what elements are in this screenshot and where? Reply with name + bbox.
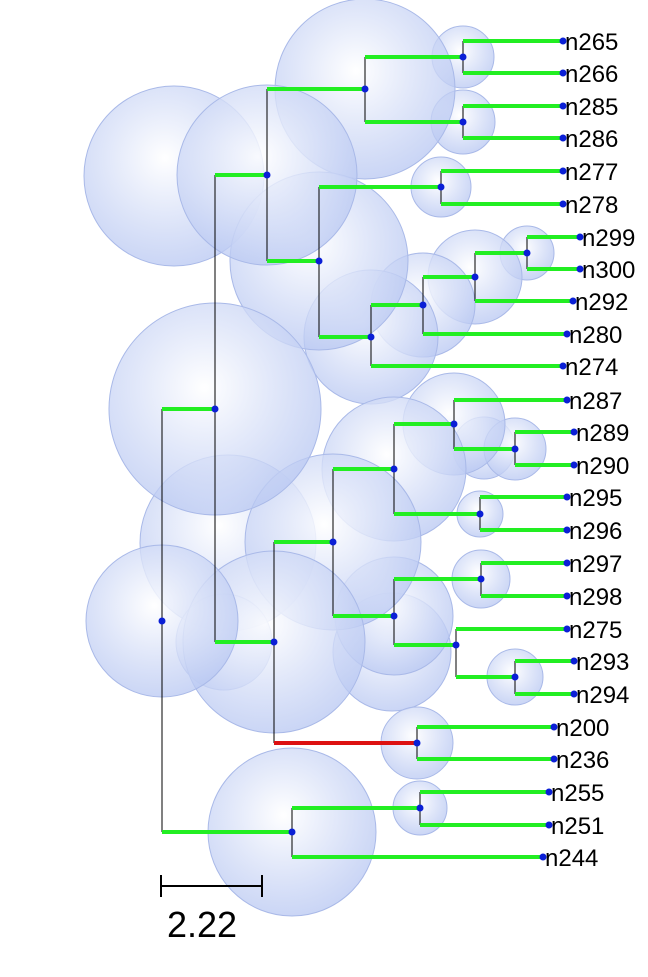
internal-node <box>450 420 458 428</box>
leaf-node <box>563 592 571 600</box>
leaf-node <box>539 853 547 861</box>
leaf-label-n255: n255 <box>551 780 604 807</box>
branches <box>162 39 580 859</box>
leaf-label-n277: n277 <box>565 159 618 186</box>
leaf-node <box>570 690 578 698</box>
leaf-label-n293: n293 <box>576 649 629 676</box>
internal-node <box>263 171 271 179</box>
internal-node <box>477 575 485 583</box>
leaf-node <box>570 657 578 665</box>
leaf-label-n244: n244 <box>545 845 598 872</box>
leaf-node <box>550 755 558 763</box>
leaf-label-n298: n298 <box>569 584 622 611</box>
leaf-label-n286: n286 <box>565 126 618 153</box>
tree-nodes <box>158 37 584 861</box>
internal-node <box>476 510 484 518</box>
leaf-node <box>559 167 567 175</box>
leaf-node <box>563 526 571 534</box>
leaf-node <box>570 461 578 469</box>
internal-node <box>211 405 219 413</box>
scale-bar: 2.22 <box>160 875 263 945</box>
leaf-node <box>559 102 567 110</box>
leaf-node <box>563 396 571 404</box>
internal-node <box>452 641 460 649</box>
internal-node <box>367 333 375 341</box>
internal-node <box>471 273 479 281</box>
internal-node <box>390 465 398 473</box>
leaf-label-n289: n289 <box>576 420 629 447</box>
leaf-node <box>545 821 553 829</box>
leaf-label-n274: n274 <box>565 354 618 381</box>
leaf-node <box>559 37 567 45</box>
leaf-label-n278: n278 <box>565 192 618 219</box>
leaf-node <box>576 265 584 273</box>
internal-node <box>288 828 296 836</box>
leaf-label-n280: n280 <box>569 322 622 349</box>
internal-node <box>390 612 398 620</box>
leaf-node <box>563 330 571 338</box>
internal-node <box>459 53 467 61</box>
leaf-label-n290: n290 <box>576 453 629 480</box>
scale-bar-label: 2.22 <box>167 904 237 945</box>
leaf-node <box>559 362 567 370</box>
leaf-label-n251: n251 <box>551 813 604 840</box>
leaf-node <box>569 297 577 305</box>
leaf-label-n266: n266 <box>565 61 618 88</box>
internal-node <box>419 301 427 309</box>
leaf-node <box>570 428 578 436</box>
leaf-label-n296: n296 <box>569 518 622 545</box>
leaf-label-n265: n265 <box>565 29 618 56</box>
leaf-node <box>550 723 558 731</box>
leaf-label-n295: n295 <box>569 485 622 512</box>
leaf-label-n275: n275 <box>569 617 622 644</box>
leaf-node <box>559 200 567 208</box>
internal-node <box>416 804 424 812</box>
leaf-node <box>545 788 553 796</box>
internal-node <box>361 85 369 93</box>
internal-node <box>329 538 337 546</box>
internal-node <box>315 257 323 265</box>
internal-node <box>413 739 421 747</box>
leaf-label-n299: n299 <box>582 225 635 252</box>
leaf-node <box>559 69 567 77</box>
leaf-label-n300: n300 <box>582 257 635 284</box>
leaf-label-n285: n285 <box>565 94 618 121</box>
internal-node <box>459 118 467 126</box>
internal-node <box>158 617 166 625</box>
leaf-label-n294: n294 <box>576 682 629 709</box>
leaf-label-n297: n297 <box>569 551 622 578</box>
leaf-node <box>559 134 567 142</box>
leaf-label-n200: n200 <box>556 715 609 742</box>
leaf-node <box>563 493 571 501</box>
internal-node <box>511 673 519 681</box>
internal-node <box>437 183 445 191</box>
leaf-label-n236: n236 <box>556 747 609 774</box>
internal-node <box>511 445 519 453</box>
leaf-node <box>563 559 571 567</box>
leaf-node <box>576 233 584 241</box>
leaf-label-n292: n292 <box>575 289 628 316</box>
leaf-label-n287: n287 <box>569 388 622 415</box>
internal-node <box>270 638 278 646</box>
leaf-labels: n265 n266 n285 n286 n277 n278 n299 n300 n292 n280… <box>545 29 635 872</box>
leaf-node <box>563 625 571 633</box>
internal-node <box>523 249 531 257</box>
